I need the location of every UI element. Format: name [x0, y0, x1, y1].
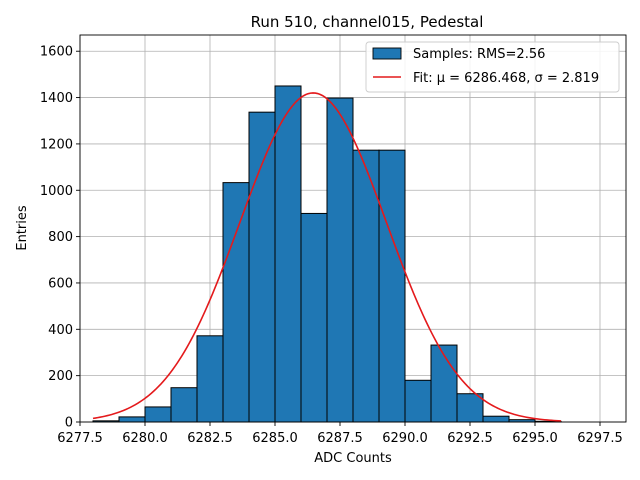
histogram-bar	[274, 85, 302, 423]
histogram-bar	[170, 387, 198, 423]
x-tick-label: 6292.5	[447, 431, 493, 446]
x-axis-label: ADC Counts	[314, 451, 392, 466]
x-tick-label: 6297.5	[577, 431, 623, 446]
y-tick-label: 200	[48, 369, 73, 384]
y-tick-label: 1400	[40, 91, 73, 106]
histogram-bar	[144, 406, 172, 423]
y-axis-ticks: 0 200 400 600 800 1000 1200 1400 1600	[40, 45, 80, 431]
y-tick-label: 600	[48, 276, 73, 291]
y-tick-label: 1600	[40, 45, 73, 60]
legend-box	[365, 41, 620, 93]
histogram-bar	[378, 149, 406, 423]
chart-title: Run 510, channel015, Pedestal	[251, 13, 484, 31]
y-tick-label: 1000	[40, 184, 73, 199]
y-tick-label: 1200	[40, 137, 73, 152]
histogram-bar	[430, 344, 458, 423]
histogram-bar	[482, 415, 510, 423]
fit-curve	[92, 92, 562, 422]
y-tick-label: 400	[48, 323, 73, 338]
histogram-bar	[222, 182, 250, 423]
histogram-bar	[196, 335, 224, 423]
x-tick-label: 6282.5	[187, 431, 233, 446]
legend: Samples: RMS=2.56 Fit: μ = 6286.468, σ =…	[365, 41, 620, 93]
y-axis-label: Entries	[15, 205, 30, 251]
y-tick-label: 800	[48, 230, 73, 245]
x-axis-ticks: 6277.5 6280.0 6282.5 6285.0 6287.5 6290.0 6292…	[57, 422, 623, 446]
histogram-bar	[326, 97, 354, 423]
histogram-bar	[404, 379, 432, 423]
legend-label-fit: Fit: μ = 6286.468, σ = 2.819	[413, 71, 599, 86]
x-tick-label: 6285.0	[252, 431, 298, 446]
x-tick-label: 6280.0	[122, 431, 168, 446]
legend-label-samples: Samples: RMS=2.56	[413, 47, 545, 62]
axes-frame	[79, 34, 627, 423]
histogram-bar	[300, 212, 328, 423]
x-tick-label: 6287.5	[317, 431, 363, 446]
y-tick-label: 0	[65, 416, 73, 431]
histogram-bars	[92, 85, 562, 423]
legend-swatch-samples	[372, 47, 402, 60]
histogram-bar	[248, 111, 276, 423]
x-tick-label: 6277.5	[57, 431, 103, 446]
x-tick-label: 6295.0	[512, 431, 558, 446]
histogram-bar	[456, 393, 484, 423]
x-tick-label: 6290.0	[382, 431, 428, 446]
histogram-bar	[118, 416, 146, 423]
